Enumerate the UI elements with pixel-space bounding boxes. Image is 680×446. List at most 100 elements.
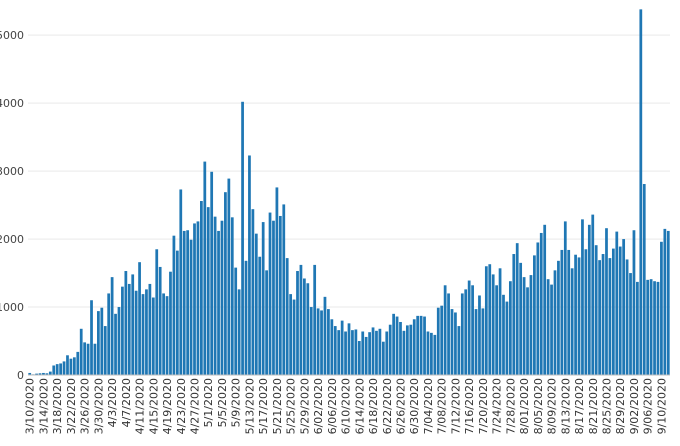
bar (560, 249, 564, 375)
bar (272, 220, 275, 375)
bar (601, 254, 605, 375)
bar (306, 283, 310, 375)
bar (241, 101, 244, 375)
bar (351, 330, 354, 375)
bar (303, 278, 306, 375)
bar (213, 216, 217, 375)
bar (433, 334, 437, 375)
bar (399, 321, 402, 375)
bar (299, 264, 303, 375)
bar (196, 221, 200, 375)
bar (220, 220, 224, 375)
x-tick-label: 4/19/2020 (161, 378, 174, 434)
bar (591, 214, 595, 375)
bar (502, 294, 505, 375)
bar (48, 371, 52, 375)
bar (83, 342, 87, 375)
bar (402, 330, 406, 375)
bar (203, 161, 207, 375)
bar (117, 307, 121, 375)
x-tick-label: 5/5/2020 (216, 378, 229, 427)
bar (666, 230, 670, 375)
bar (35, 373, 38, 375)
bar (543, 224, 547, 375)
bar (151, 297, 155, 375)
bar (371, 327, 375, 375)
bar (72, 357, 76, 375)
bar (90, 300, 93, 375)
bar (254, 233, 258, 375)
bar (278, 215, 282, 375)
bar (265, 270, 268, 375)
bar (52, 365, 56, 375)
bar (584, 249, 588, 375)
bar (179, 189, 183, 375)
x-tick-label: 5/25/2020 (285, 378, 298, 434)
bar (539, 232, 543, 375)
bar (155, 249, 159, 375)
bar (419, 315, 423, 375)
x-tick-label: 5/29/2020 (298, 378, 311, 434)
y-tick-label: 2000 (0, 233, 24, 246)
bar (296, 271, 299, 375)
bar (292, 299, 296, 375)
bar (210, 171, 214, 375)
y-tick-label: 1000 (0, 301, 24, 314)
x-tick-label: 9/02/2020 (628, 378, 641, 434)
bar (357, 341, 361, 375)
bar (440, 305, 444, 375)
x-axis-ticks: 3/10/2020 3/14/2020 3/18/2020 3/22/2020 3/26… (24, 378, 669, 434)
bar (553, 270, 557, 375)
bar (69, 358, 73, 375)
bar (392, 313, 396, 375)
x-tick-label: 3/10/2020 (24, 378, 37, 434)
bar (114, 313, 117, 375)
bar (447, 293, 450, 375)
x-tick-label: 3/30/2020 (92, 378, 105, 434)
x-tick-label: 4/11/2020 (134, 378, 147, 434)
bar (450, 309, 454, 375)
bar (529, 275, 533, 375)
bar (388, 324, 392, 375)
bar (66, 355, 69, 375)
bar (340, 320, 344, 375)
bar (42, 372, 45, 375)
x-tick-label: 5/17/2020 (257, 378, 270, 434)
bar (313, 264, 317, 375)
bar (124, 271, 128, 375)
bar (474, 309, 478, 375)
bar (206, 207, 210, 375)
bar (567, 249, 571, 375)
bar (347, 323, 351, 375)
x-tick-label: 7/16/2020 (463, 378, 476, 434)
y-axis-ticks: 0 1000 2000 3000 4000 5000 (0, 29, 24, 382)
bar (378, 328, 382, 375)
bar (426, 331, 430, 375)
x-tick-label: 4/7/2020 (120, 378, 133, 427)
bar (86, 343, 90, 375)
x-tick-label: 7/20/2020 (477, 378, 490, 434)
bar (289, 294, 293, 375)
bar (454, 312, 457, 375)
bar (430, 332, 433, 375)
bar (481, 308, 485, 375)
bar (412, 319, 416, 375)
x-tick-label: 8/17/2020 (573, 378, 586, 434)
x-tick-label: 6/26/2020 (395, 378, 408, 434)
bar (76, 351, 80, 375)
x-tick-label: 7/12/2020 (449, 378, 462, 434)
bar (467, 280, 471, 375)
x-tick-label: 4/23/2020 (175, 378, 188, 434)
bar (515, 243, 519, 375)
bar (344, 331, 347, 375)
bar (127, 283, 131, 375)
bar (309, 307, 313, 375)
bar (333, 326, 337, 375)
bar (488, 264, 492, 375)
x-tick-label: 7/08/2020 (436, 378, 449, 434)
x-tick-label: 6/10/2020 (340, 378, 353, 434)
bar (508, 281, 512, 375)
bar (457, 326, 461, 375)
x-tick-label: 3/14/2020 (37, 378, 50, 434)
